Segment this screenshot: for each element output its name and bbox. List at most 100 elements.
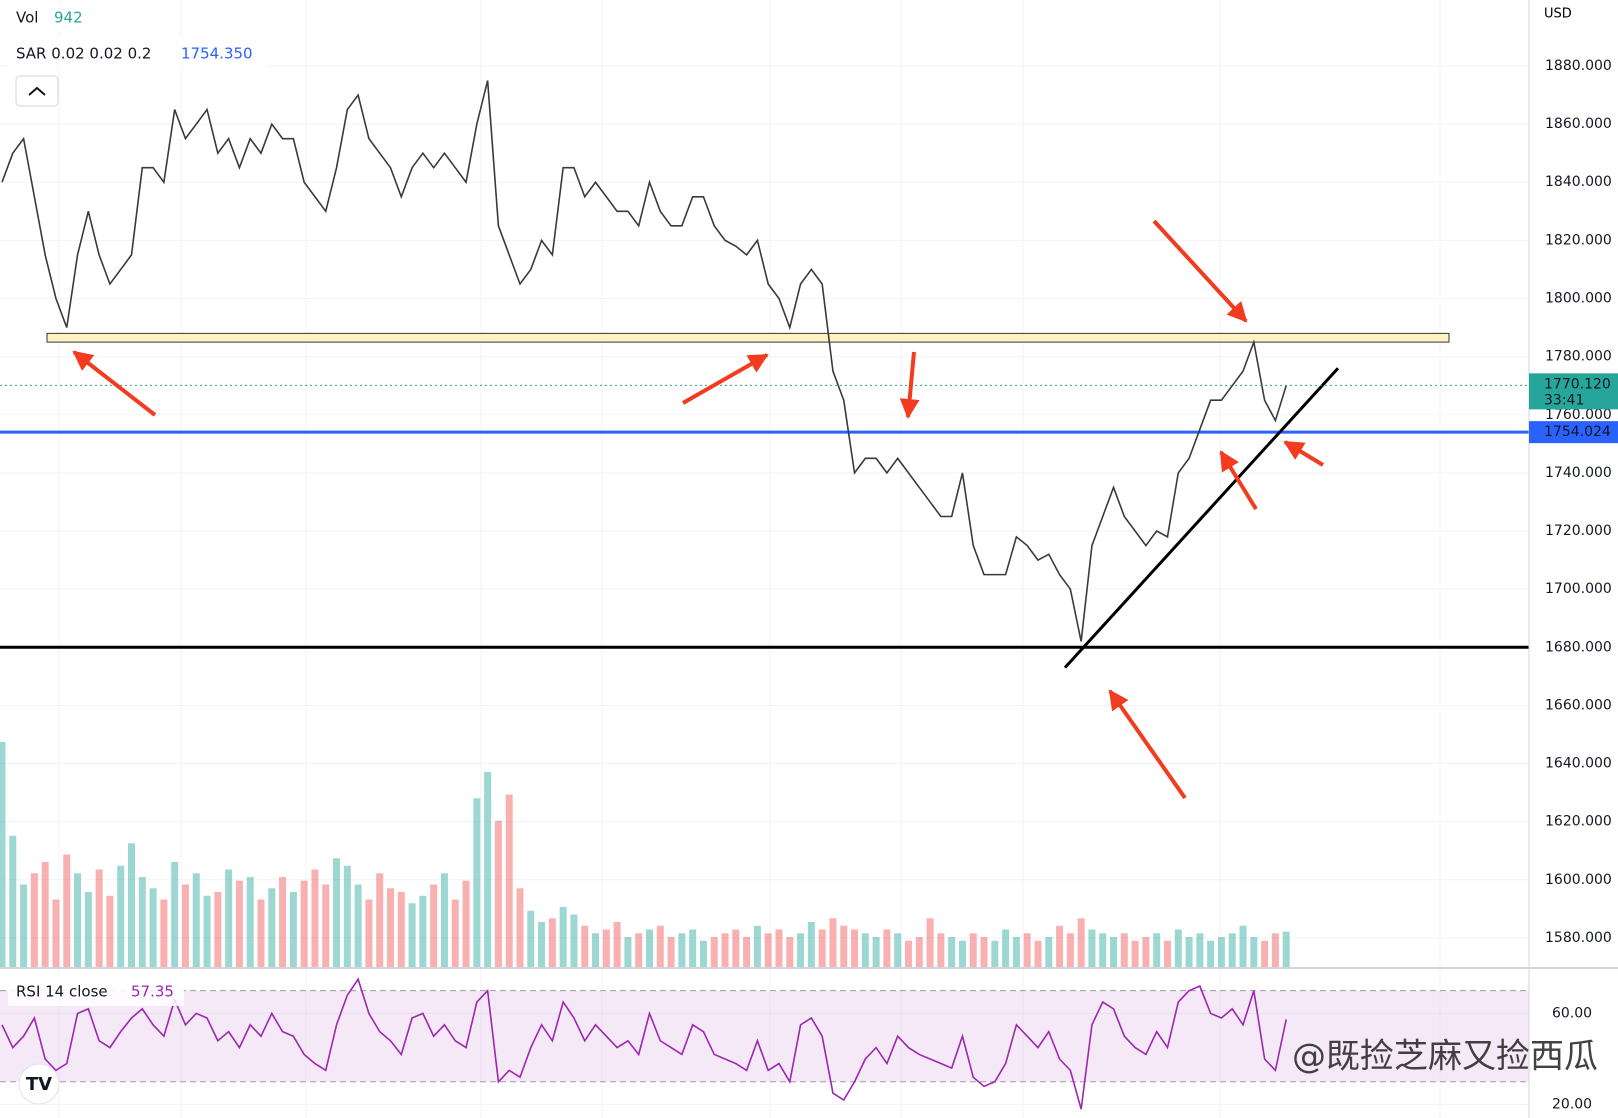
volume-bar: [505, 794, 513, 967]
volume-bar: [775, 929, 783, 967]
rsi-tick-label: 20.00: [1552, 1097, 1592, 1113]
volume-bar: [958, 940, 966, 967]
level-price-box: [1529, 421, 1618, 444]
volume-bar: [419, 895, 427, 967]
volume-bar: [365, 899, 373, 967]
arrow: [899, 351, 920, 419]
volume-bar: [430, 884, 438, 967]
arrow: [1283, 440, 1325, 467]
volume-bar: [473, 798, 481, 967]
volume-bar: [462, 880, 470, 967]
volume-bar: [160, 899, 168, 967]
volume-bar: [300, 880, 308, 967]
volume-bar: [127, 843, 135, 967]
volume-bar: [1066, 933, 1074, 967]
volume-bar: [246, 877, 254, 967]
volume-bar: [656, 925, 664, 967]
volume-bar: [645, 929, 653, 967]
price-axis: 1580.000 1600.000 1620.000 1640.000 1660.000…: [1529, 58, 1618, 1113]
volume-bar: [689, 929, 697, 967]
y-tick-label: 1620.000: [1545, 814, 1612, 830]
volume-bar: [484, 772, 492, 967]
volume-bar: [1131, 940, 1139, 967]
volume-bar: [311, 869, 319, 967]
volume-bar: [1207, 940, 1215, 967]
volume-bar: [840, 925, 848, 967]
volume-bar: [1153, 933, 1161, 967]
sar-label: SAR 0.02 0.02 0.2: [16, 45, 151, 63]
volume-bar: [602, 929, 610, 967]
volume-bar: [1217, 937, 1225, 967]
resistance-zone: [46, 332, 1450, 343]
watermark: @既捡芝麻又捡西瓜: [1292, 1037, 1598, 1077]
y-tick-label: 1680.000: [1545, 639, 1612, 655]
collapse-icon: [28, 86, 46, 96]
volume-bar: [1034, 940, 1042, 967]
volume-bar: [181, 884, 189, 967]
volume-bar: [1002, 929, 1010, 967]
y-tick-label: 1800.000: [1545, 290, 1612, 306]
volume-bar: [84, 892, 92, 967]
y-tick-label: 1860.000: [1545, 116, 1612, 132]
arrow: [682, 353, 769, 405]
volume-bar: [95, 869, 103, 967]
volume-bar: [257, 899, 265, 967]
volume-bar: [732, 929, 740, 967]
rsi-tick-label: 60.00: [1552, 1005, 1592, 1021]
tv-logo: TV: [18, 1063, 60, 1105]
collapse-button[interactable]: [15, 75, 59, 107]
volume-bar: [171, 862, 179, 967]
arrow: [1152, 219, 1248, 323]
volume-bar: [1056, 925, 1064, 967]
volume-bar: [451, 899, 459, 967]
y-tick-label: 1720.000: [1545, 523, 1612, 539]
volume-bar: [408, 903, 416, 967]
volume-bar: [969, 933, 977, 967]
volume-bar: [904, 940, 912, 967]
y-tick-label: 1820.000: [1545, 232, 1612, 248]
volume-bar: [149, 888, 157, 967]
volume-bar: [570, 914, 578, 967]
volume-bar: [937, 933, 945, 967]
volume-bar: [894, 933, 902, 967]
volume-bar: [74, 873, 82, 967]
currency: USD: [1544, 7, 1572, 22]
volume-bar: [214, 892, 222, 967]
volume-bar: [376, 873, 384, 967]
volume-bar: [289, 892, 297, 967]
annotations: [72, 219, 1325, 800]
volume-bar: [20, 884, 28, 967]
volume-bar: [1023, 933, 1031, 967]
arrow: [72, 350, 157, 417]
volume-bar: [743, 937, 751, 967]
pane-separator: [0, 967, 1618, 969]
rsi-line: [1, 977, 1287, 1110]
volume-bar: [1282, 931, 1290, 967]
rsi-label: RSI 14 close: [16, 983, 108, 1001]
volume-bar: [538, 922, 546, 967]
volume-bar: [699, 940, 707, 967]
volume-bar: [63, 854, 71, 967]
volume-bar: [1099, 933, 1107, 967]
legend-bg: [8, 37, 266, 67]
price-line: [1, 80, 1287, 642]
volume-bar: [235, 880, 243, 967]
volume-bar: [1196, 933, 1204, 967]
volume-bar: [667, 937, 675, 967]
volume-bar: [41, 862, 49, 967]
volume-bar: [354, 884, 362, 967]
volume-bar: [1228, 933, 1236, 967]
volume-bar: [624, 937, 632, 967]
grid: [0, 0, 1529, 1118]
volume-bar: [753, 925, 761, 967]
volume-bar: [138, 877, 146, 967]
vol-label: Vol: [16, 9, 38, 27]
volume-bar: [268, 888, 276, 967]
volume-bar: [797, 933, 805, 967]
volume-bar: [279, 877, 287, 967]
volume-bar: [1174, 929, 1182, 967]
volume-bar: [1239, 925, 1247, 967]
legend-bg: [8, 2, 96, 32]
volume-bar: [397, 892, 405, 967]
